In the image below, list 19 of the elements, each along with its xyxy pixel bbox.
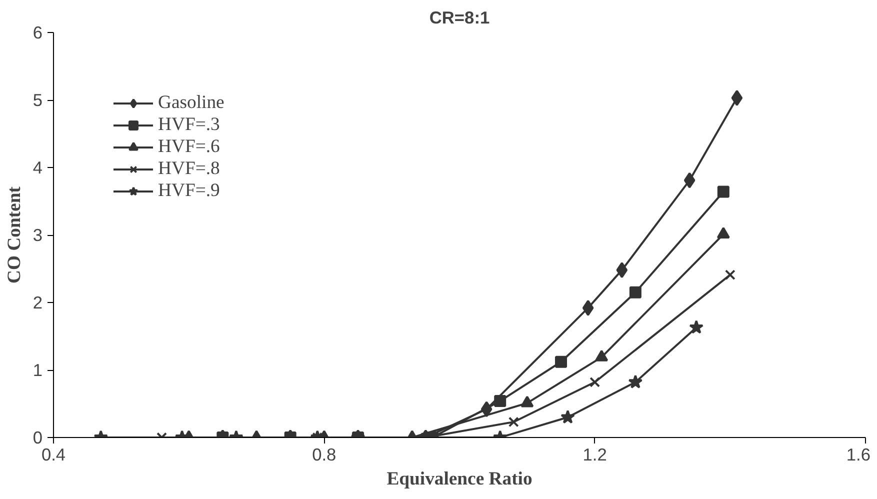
legend-label: HVF=.6 [158, 136, 220, 158]
x-axis-title: Equivalence Ratio [386, 468, 532, 490]
legend-label: HVF=.3 [158, 114, 220, 136]
x-tick-label: 1.6 [846, 444, 871, 464]
y-tick-label: 4 [32, 158, 43, 178]
chart-title: CR=8:1 [429, 8, 490, 28]
y-tick-label: 3 [32, 225, 43, 245]
y-axis-title: CO Content [4, 186, 25, 284]
x-tick-label: 0.4 [41, 444, 66, 464]
legend-label: Gasoline [158, 92, 224, 114]
y-tick-label: 2 [32, 292, 43, 312]
y-tick-label: 0 [32, 428, 43, 448]
y-tick-label: 6 [32, 22, 43, 42]
x-tick-label: 0.8 [312, 444, 336, 464]
legend-label: HVF=.9 [158, 180, 220, 202]
y-tick-label: 1 [32, 360, 43, 380]
x-tick-label: 1.2 [582, 444, 607, 464]
legend-label: HVF=.8 [158, 158, 220, 180]
y-tick-label: 5 [32, 90, 43, 110]
